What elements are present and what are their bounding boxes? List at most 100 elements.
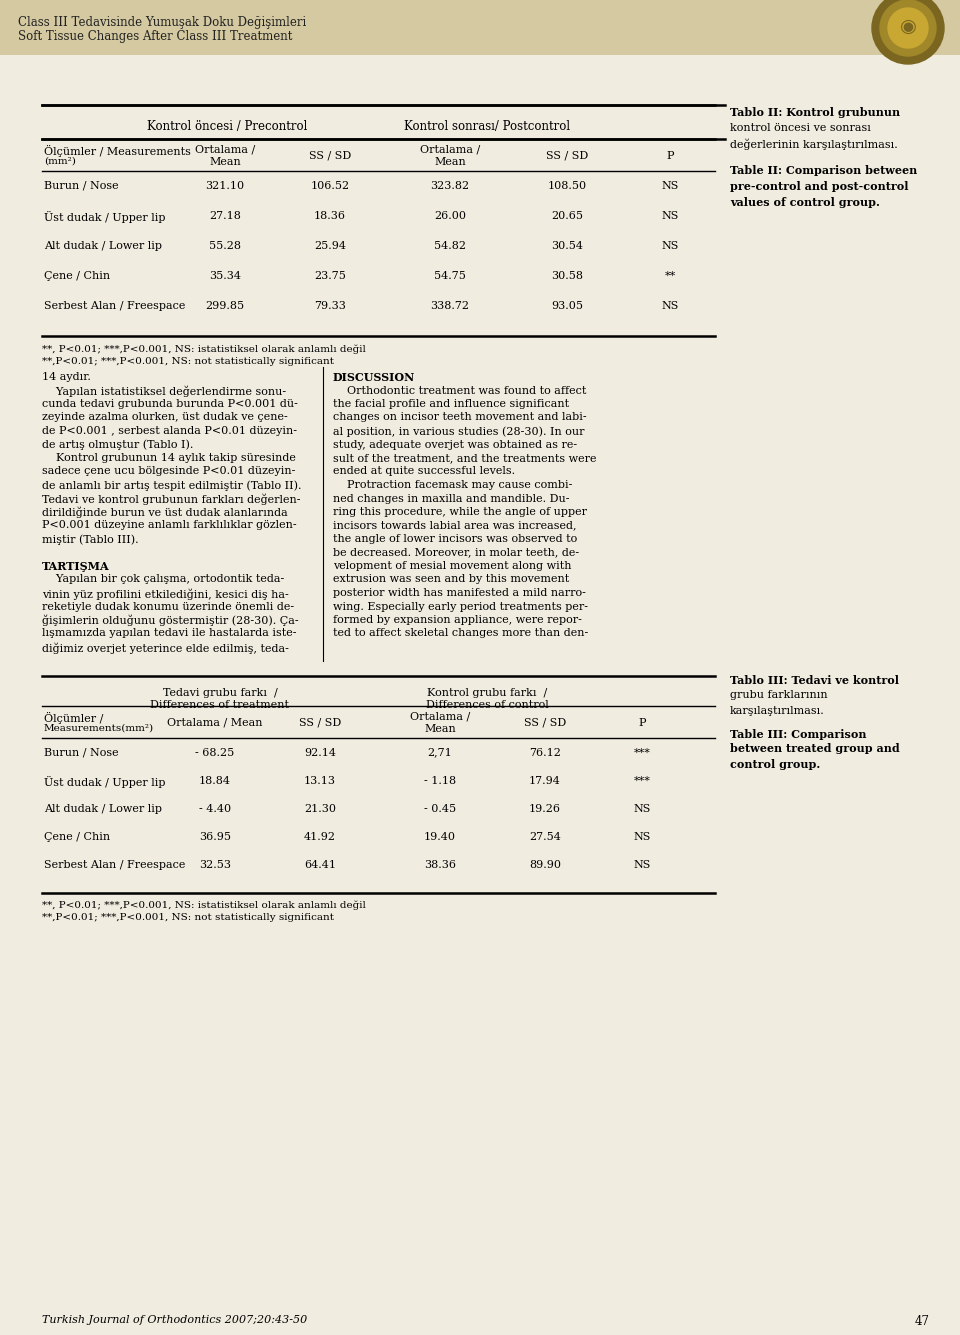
Text: DISCUSSION: DISCUSSION (333, 372, 416, 383)
Text: (mm²): (mm²) (44, 158, 76, 166)
Text: 108.50: 108.50 (547, 182, 587, 191)
Text: 13.13: 13.13 (304, 776, 336, 785)
Text: 27.54: 27.54 (529, 832, 561, 841)
Text: cunda tedavi grubunda burunda P<0.001 dü-: cunda tedavi grubunda burunda P<0.001 dü… (42, 399, 298, 409)
Text: sadece çene ucu bölgesinde P<0.01 düzeyin-: sadece çene ucu bölgesinde P<0.01 düzeyi… (42, 466, 296, 477)
Text: Serbest Alan / Freespace: Serbest Alan / Freespace (44, 300, 185, 311)
Text: Kontrol grubu farkı  /: Kontrol grubu farkı / (427, 689, 547, 698)
Text: P<0.001 düzeyine anlamlı farklılıklar gözlen-: P<0.001 düzeyine anlamlı farklılıklar gö… (42, 521, 297, 530)
Text: values of control group.: values of control group. (730, 198, 880, 208)
Text: Ortalama /: Ortalama / (420, 146, 480, 155)
Text: 18.36: 18.36 (314, 211, 346, 222)
Text: incisors towards labial area was increased,: incisors towards labial area was increas… (333, 521, 577, 530)
Bar (0, 0, 960, 55)
Text: Burun / Nose: Burun / Nose (44, 182, 119, 191)
Text: 30.58: 30.58 (551, 271, 583, 280)
Text: NS: NS (661, 300, 679, 311)
Text: - 4.40: - 4.40 (199, 804, 231, 813)
Text: extrusion was seen and by this movement: extrusion was seen and by this movement (333, 574, 569, 585)
Text: 19.40: 19.40 (424, 832, 456, 841)
Text: 321.10: 321.10 (205, 182, 245, 191)
Text: 93.05: 93.05 (551, 300, 583, 311)
Text: grubu farklarının: grubu farklarının (730, 690, 828, 701)
Text: Tablo III: Tedavi ve kontrol: Tablo III: Tedavi ve kontrol (730, 676, 899, 686)
Text: Kontrol sonrası/ Postcontrol: Kontrol sonrası/ Postcontrol (404, 120, 570, 134)
Text: Table II: Comparison between: Table II: Comparison between (730, 166, 917, 176)
Text: 32.53: 32.53 (199, 860, 231, 869)
Text: Turkish Journal of Orthodontics 2007;20:43-50: Turkish Journal of Orthodontics 2007;20:… (42, 1315, 307, 1326)
Text: 17.94: 17.94 (529, 776, 561, 785)
Text: 55.28: 55.28 (209, 242, 241, 251)
Text: ***: *** (634, 776, 651, 785)
Text: the angle of lower incisors was observed to: the angle of lower incisors was observed… (333, 534, 577, 543)
Text: diğimiz overjet yeterince elde edilmiş, teda-: diğimiz overjet yeterince elde edilmiş, … (42, 642, 289, 654)
Text: 79.33: 79.33 (314, 300, 346, 311)
Text: ted to affect skeletal changes more than den-: ted to affect skeletal changes more than… (333, 629, 588, 638)
Text: Çene / Chin: Çene / Chin (44, 271, 110, 280)
Text: Tedavi grubu farkı  /: Tedavi grubu farkı / (162, 689, 277, 698)
Circle shape (880, 0, 936, 56)
Text: reketiyle dudak konumu üzerinde önemli de-: reketiyle dudak konumu üzerinde önemli d… (42, 602, 294, 611)
Text: study, adequate overjet was obtained as re-: study, adequate overjet was obtained as … (333, 439, 577, 450)
Text: pre-control and post-control: pre-control and post-control (730, 182, 908, 192)
Text: Serbest Alan / Freespace: Serbest Alan / Freespace (44, 860, 185, 869)
Text: Mean: Mean (424, 724, 456, 733)
Text: 338.72: 338.72 (430, 300, 469, 311)
Text: 2,71: 2,71 (427, 748, 452, 757)
Text: Alt dudak / Lower lip: Alt dudak / Lower lip (44, 804, 162, 813)
Text: vinin yüz profilini etkilediğini, kesici diş ha-: vinin yüz profilini etkilediğini, kesici… (42, 587, 289, 599)
Text: - 1.18: - 1.18 (424, 776, 456, 785)
Text: Table III: Comparison: Table III: Comparison (730, 729, 867, 740)
Text: 92.14: 92.14 (304, 748, 336, 757)
Text: miştir (Tablo III).: miştir (Tablo III). (42, 534, 138, 545)
Text: Burun / Nose: Burun / Nose (44, 748, 119, 757)
Text: P: P (666, 151, 674, 162)
Text: Differences of control: Differences of control (425, 701, 548, 710)
Text: Ölçümler /: Ölçümler / (44, 712, 104, 724)
Text: TARTIŞMA: TARTIŞMA (42, 561, 109, 571)
Text: between treated group and: between treated group and (730, 744, 900, 754)
Text: Kontrol grubunun 14 aylık takip süresinde: Kontrol grubunun 14 aylık takip süresind… (42, 453, 296, 463)
Text: Yapılan istatistiksel değerlendirme sonu-: Yapılan istatistiksel değerlendirme sonu… (42, 386, 286, 396)
Text: 18.84: 18.84 (199, 776, 231, 785)
Text: - 68.25: - 68.25 (196, 748, 234, 757)
Text: be decreased. Moreover, in molar teeth, de-: be decreased. Moreover, in molar teeth, … (333, 547, 579, 558)
Text: SS / SD: SS / SD (524, 717, 566, 728)
Text: posterior width has manifested a mild narro-: posterior width has manifested a mild na… (333, 587, 586, 598)
Text: 21.30: 21.30 (304, 804, 336, 813)
Text: NS: NS (661, 242, 679, 251)
Text: **: ** (664, 271, 676, 280)
Text: velopment of mesial movement along with: velopment of mesial movement along with (333, 561, 571, 571)
Text: Ölçümler / Measurements: Ölçümler / Measurements (44, 146, 191, 158)
Text: Üst dudak / Upper lip: Üst dudak / Upper lip (44, 211, 165, 223)
Text: ***: *** (634, 748, 651, 757)
Text: Measurements(mm²): Measurements(mm²) (44, 724, 155, 733)
Text: karşılaştırılması.: karşılaştırılması. (730, 705, 825, 716)
Text: 299.85: 299.85 (205, 300, 245, 311)
Text: ring this procedure, while the angle of upper: ring this procedure, while the angle of … (333, 507, 587, 517)
Text: P: P (638, 717, 646, 728)
Text: ned changes in maxilla and mandible. Du-: ned changes in maxilla and mandible. Du- (333, 494, 569, 503)
Text: Ortalama /: Ortalama / (410, 712, 470, 721)
Text: 30.54: 30.54 (551, 242, 583, 251)
Text: 47: 47 (915, 1315, 930, 1328)
Text: 54.75: 54.75 (434, 271, 466, 280)
Text: Mean: Mean (434, 158, 466, 167)
Text: wing. Especially early period treatments per-: wing. Especially early period treatments… (333, 602, 588, 611)
Text: al position, in various studies (28-30). In our: al position, in various studies (28-30).… (333, 426, 585, 437)
Text: 54.82: 54.82 (434, 242, 466, 251)
Text: Soft Tissue Changes After Class III Treatment: Soft Tissue Changes After Class III Trea… (18, 29, 293, 43)
Text: Kontrol öncesi / Precontrol: Kontrol öncesi / Precontrol (147, 120, 307, 134)
Text: - 0.45: - 0.45 (424, 804, 456, 813)
Text: ended at quite successful levels.: ended at quite successful levels. (333, 466, 516, 477)
Text: sult of the treatment, and the treatments were: sult of the treatment, and the treatment… (333, 453, 596, 463)
Text: 26.00: 26.00 (434, 211, 466, 222)
Text: 89.90: 89.90 (529, 860, 561, 869)
Text: de anlamlı bir artış tespit edilmiştir (Tablo II).: de anlamlı bir artış tespit edilmiştir (… (42, 481, 301, 490)
Text: 25.94: 25.94 (314, 242, 346, 251)
Text: formed by expansion appliance, were repor-: formed by expansion appliance, were repo… (333, 615, 582, 625)
Text: Orthodontic treatment was found to affect: Orthodontic treatment was found to affec… (333, 386, 587, 395)
Text: de artış olmuştur (Tablo I).: de artış olmuştur (Tablo I). (42, 439, 193, 450)
Text: **, P<0.01; ***,P<0.001, NS: istatistiksel olarak anlamlı değil: **, P<0.01; ***,P<0.001, NS: istatistiks… (42, 344, 366, 354)
Text: 36.95: 36.95 (199, 832, 231, 841)
